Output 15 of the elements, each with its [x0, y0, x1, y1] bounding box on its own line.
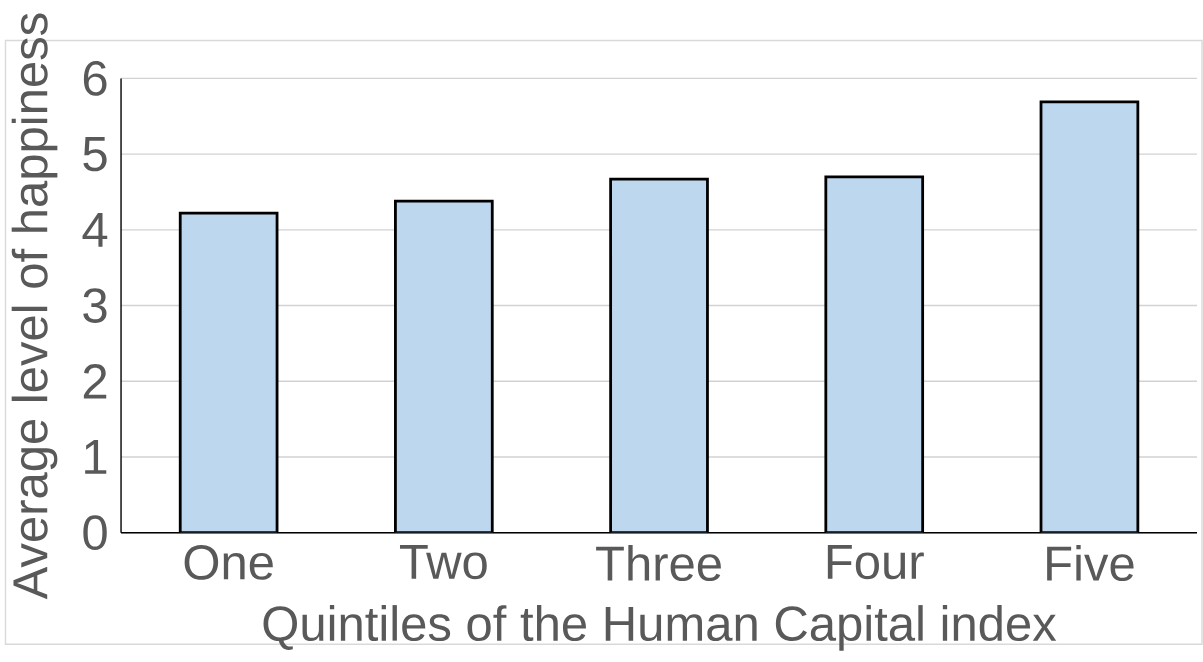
- x-tick-label: Four: [827, 544, 924, 580]
- x-tick-label: Two: [399, 544, 487, 580]
- y-axis-title: Average level of happiness: [11, 13, 58, 600]
- y-tick-label: 2: [83, 363, 107, 399]
- y-tick-label: 5: [83, 136, 107, 172]
- x-axis-title: Quintiles of the Human Capital index: [263, 604, 1057, 651]
- y-tick-label: 4: [82, 212, 108, 247]
- y-tick-label: 0: [83, 515, 107, 550]
- y-tick-label: 3: [83, 287, 107, 323]
- y-tick-label: 1: [85, 439, 107, 474]
- y-tick-label: 6: [83, 60, 107, 96]
- x-tick-label: One: [184, 544, 273, 580]
- x-tick-label: Three: [596, 544, 721, 581]
- bar: [394, 199, 494, 533]
- x-tick-label: Five: [1047, 544, 1134, 581]
